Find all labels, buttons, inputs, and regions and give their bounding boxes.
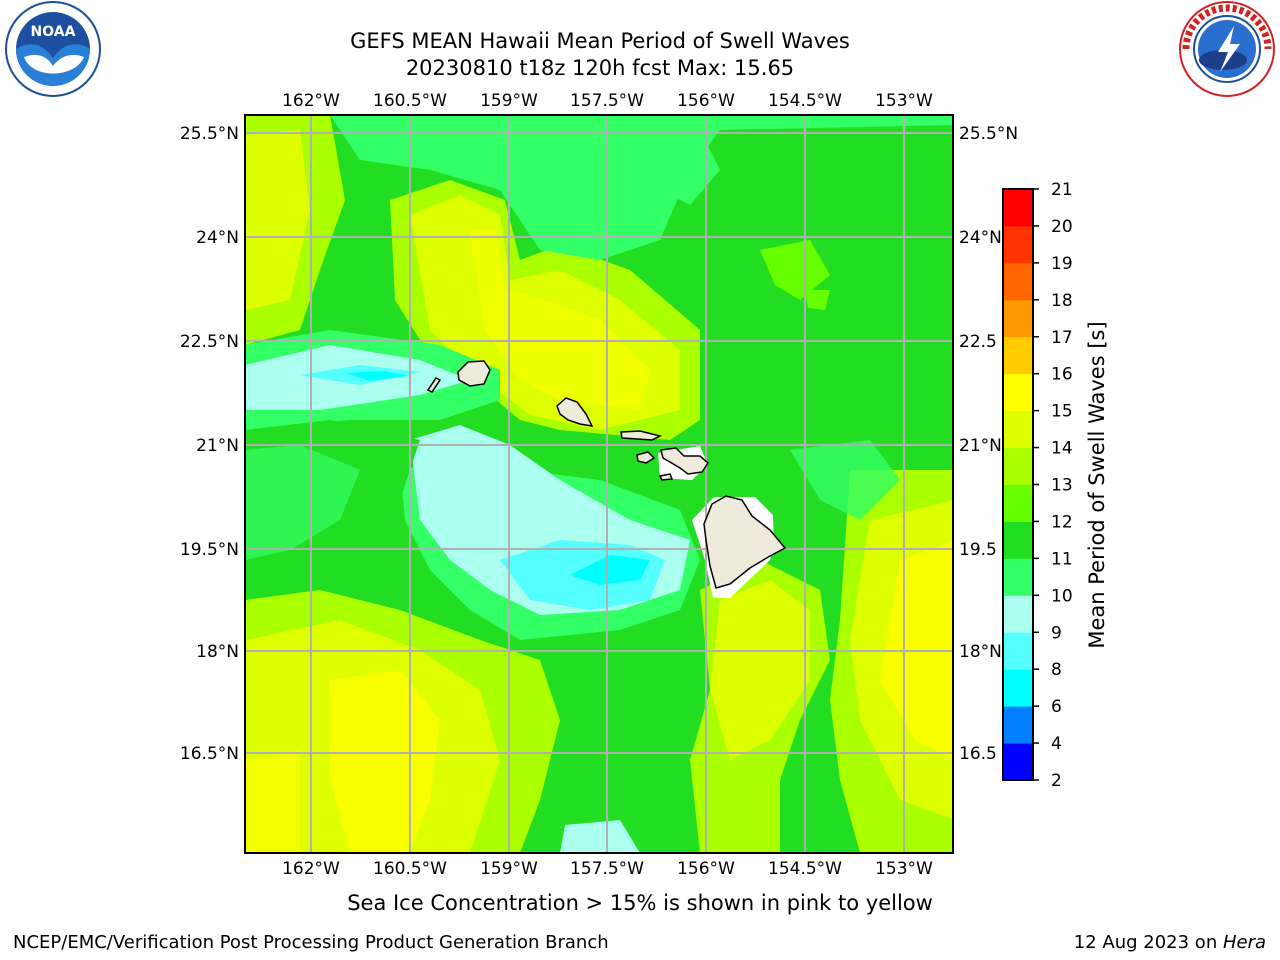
- colorbar-tick-label: 14: [1051, 439, 1073, 459]
- lon-tick-bottom: 156°W: [677, 859, 735, 879]
- lat-tick-right: 25.5°N: [959, 124, 1018, 144]
- colorbar-segment: [1003, 632, 1033, 670]
- colorbar-tick-label: 13: [1051, 476, 1073, 496]
- colorbar-segment: [1003, 595, 1033, 633]
- colorbar-tick-label: 19: [1051, 254, 1073, 274]
- host-name: Hera: [1222, 932, 1266, 953]
- colorbar-segment: [1003, 447, 1033, 485]
- colorbar-segment: [1003, 706, 1033, 744]
- lon-tick-bottom: 154.5°W: [768, 859, 842, 879]
- generation-date-text: 12 Aug 2023 on: [1073, 932, 1223, 953]
- colorbar-tick-label: 10: [1051, 586, 1073, 606]
- lon-tick-bottom: 157.5°W: [570, 859, 644, 879]
- colorbar-tick-label: 21: [1051, 180, 1073, 200]
- colorbar-tick-label: 4: [1051, 734, 1062, 754]
- colorbar-segment: [1003, 484, 1033, 522]
- noaa-logo-icon: NOAA: [5, 1, 101, 97]
- lon-tick-top: 154.5°W: [768, 91, 842, 111]
- colorbar-segment: [1003, 262, 1033, 301]
- colorbar-tick-label: 8: [1051, 660, 1062, 680]
- colorbar-segment: [1003, 558, 1033, 596]
- lon-tick-top: 157.5°W: [570, 91, 644, 111]
- colorbar-segment: [1003, 189, 1033, 227]
- lon-tick-bottom: 153°W: [875, 859, 933, 879]
- colorbar-segment: [1003, 521, 1033, 559]
- big-island: [703, 495, 787, 589]
- niihau-island: [426, 377, 442, 393]
- lat-tick-left: 18°N: [196, 642, 239, 662]
- colorbar-tick-label: 11: [1051, 549, 1073, 569]
- kauai-island: [457, 360, 491, 387]
- colorbar-segment: [1003, 336, 1033, 375]
- lat-tick-right: 24°N: [959, 228, 1002, 248]
- swell-period-field: [245, 115, 953, 853]
- producer-credit: NCEP/EMC/Verification Post Processing Pr…: [13, 932, 609, 953]
- colorbar-tick-label: 9: [1051, 623, 1062, 643]
- lon-tick-bottom: 162°W: [282, 859, 340, 879]
- lon-tick-top: 162°W: [282, 91, 340, 111]
- lat-tick-right: 18°N: [959, 642, 1002, 662]
- colorbar-segment: [1003, 299, 1033, 338]
- sea-ice-note: Sea Ice Concentration > 15% is shown in …: [347, 891, 933, 915]
- colorbar-tick-label: 20: [1051, 217, 1073, 237]
- colorbar-segment: [1003, 225, 1033, 264]
- oahu-island: [556, 397, 594, 427]
- kahoolawe-island: [658, 473, 674, 481]
- maui-island: [660, 447, 709, 475]
- lat-tick-left: 24°N: [196, 228, 239, 248]
- colorbar: [1003, 189, 1033, 781]
- hawaii-islands: [426, 360, 787, 589]
- lat-tick-right: 22.5: [959, 332, 997, 352]
- colorbar-tick-label: 12: [1051, 512, 1073, 532]
- lon-tick-top: 153°W: [875, 91, 933, 111]
- lon-tick-bottom: 160.5°W: [373, 859, 447, 879]
- lat-tick-left: 19.5°N: [180, 540, 239, 560]
- colorbar-tick-label: 18: [1051, 291, 1073, 311]
- colorbar-tick-label: 16: [1051, 365, 1073, 385]
- lon-tick-top: 160.5°W: [373, 91, 447, 111]
- chart-subtitle: 20230810 t18z 120h fcst Max: 15.65: [405, 56, 795, 80]
- colorbar-tick-label: 17: [1051, 328, 1073, 348]
- lat-tick-left: 25.5°N: [180, 124, 239, 144]
- chart-title: GEFS MEAN Hawaii Mean Period of Swell Wa…: [350, 29, 850, 53]
- lon-tick-top: 159°W: [480, 91, 538, 111]
- lanai-island: [636, 451, 656, 464]
- lat-tick-left: 22.5°N: [180, 332, 239, 352]
- lat-tick-right: 21°N: [959, 436, 1002, 456]
- noaa-logo-text: NOAA: [31, 24, 76, 40]
- molokai-island: [620, 430, 663, 441]
- generation-date: 12 Aug 2023 on Hera: [1074, 932, 1266, 953]
- map-gridlines: [245, 115, 953, 853]
- colorbar-segment: [1003, 669, 1033, 707]
- colorbar-label: Mean Period of Swell Waves [s]: [1085, 321, 1109, 649]
- colorbar-segment: [1003, 743, 1033, 781]
- lat-tick-right: 19.5: [959, 540, 997, 560]
- map-frame: [244, 114, 954, 854]
- lon-tick-top: 156°W: [677, 91, 735, 111]
- lat-tick-left: 16.5°N: [180, 744, 239, 764]
- colorbar-tick-label: 15: [1051, 402, 1073, 422]
- colorbar-tick-label: 2: [1051, 771, 1062, 791]
- colorbar-tick-label: 6: [1051, 697, 1062, 717]
- colorbar-segment: [1003, 410, 1033, 449]
- lat-tick-left: 21°N: [196, 436, 239, 456]
- lon-tick-bottom: 159°W: [480, 859, 538, 879]
- nws-logo-icon: [1179, 1, 1275, 97]
- colorbar-segment: [1003, 373, 1033, 412]
- lat-tick-right: 16.5: [959, 744, 997, 764]
